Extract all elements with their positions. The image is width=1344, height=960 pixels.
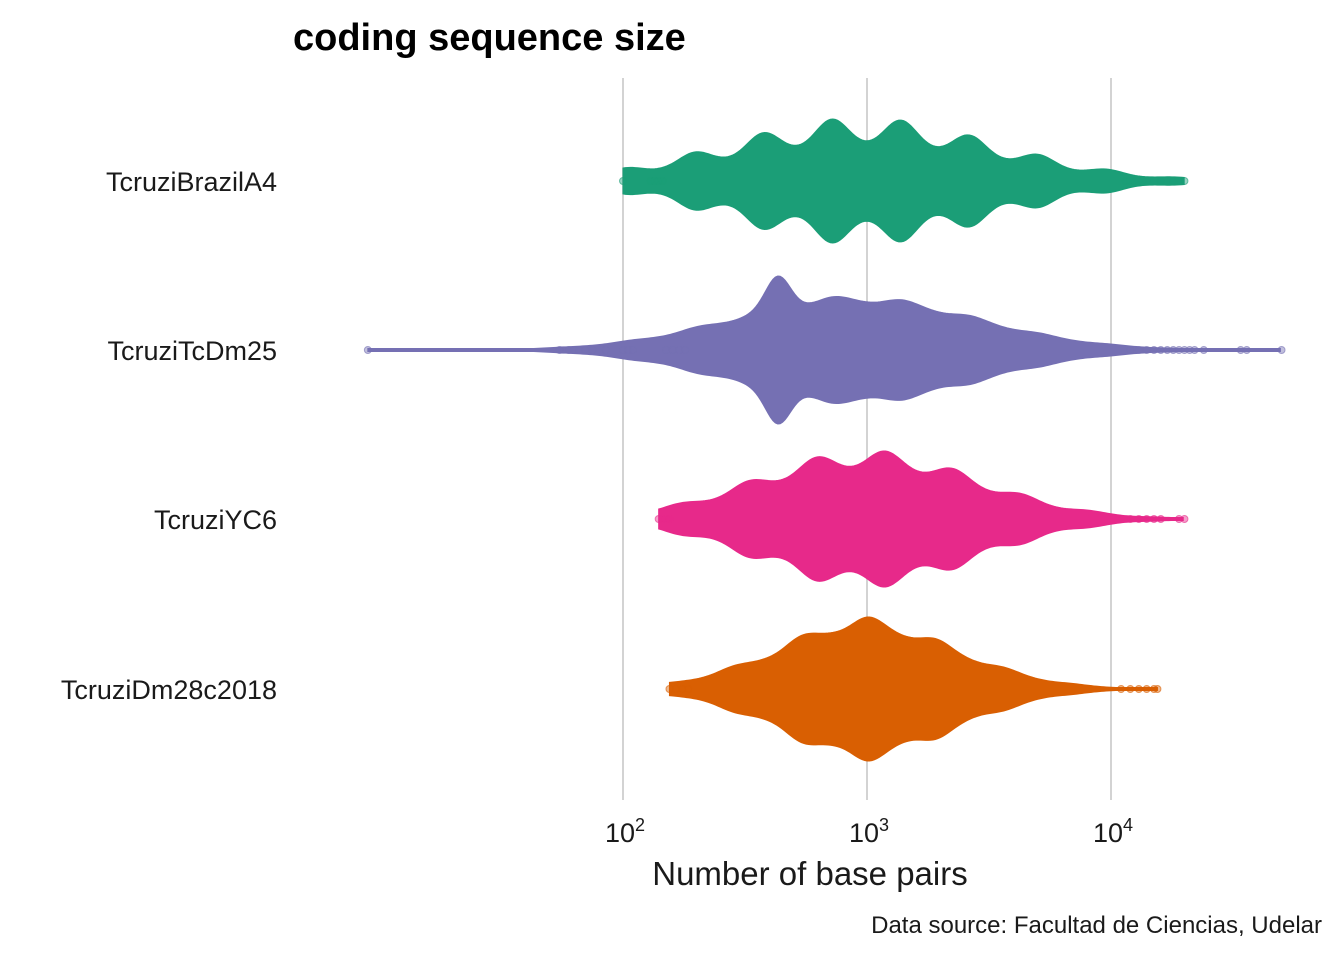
outlier-point [629,346,638,354]
outlier-point [1126,346,1135,354]
violin-TcruziYC6 [658,450,1184,588]
outlier-point [1142,177,1151,185]
outlier-point [1156,346,1165,354]
category-label: TcruziYC6 [154,505,277,535]
outlier-point [601,346,610,354]
outlier-point [588,346,597,354]
outlier-point [1175,515,1184,523]
outlier-point [1169,346,1178,354]
outlier-point [1242,346,1251,354]
x-tick-labels: 102 103 104 [605,815,1133,848]
outlier-point [1236,346,1245,354]
outlier-point [678,685,687,693]
outlier-point [1126,515,1135,523]
outlier-point [1142,346,1151,354]
x-axis-title: Number of base pairs [652,855,967,892]
outlier-point [581,346,590,354]
outlier-point [1134,685,1143,693]
x-tick-label: 104 [1093,815,1133,848]
outlier-point [1190,346,1199,354]
category-label: TcruziDm28c2018 [61,675,277,705]
outlier-point [1126,177,1135,185]
x-tick-label: 103 [849,815,889,848]
outlier-point [672,685,681,693]
outlier-point [1149,515,1158,523]
outlier-point [1169,177,1178,185]
outlier-point [1142,685,1151,693]
outlier-point [665,515,674,523]
category-label: TcruziBrazilA4 [106,167,277,197]
outlier-point [1199,346,1208,354]
violin-TcruziDm28c2018 [668,616,1158,762]
violin-TcruziTcDm25 [367,275,1281,425]
outlier-point [658,177,667,185]
outlier-point [1134,346,1143,354]
outlier-point [1130,177,1139,185]
outlier-point [668,346,677,354]
outlier-point [1277,346,1286,354]
outlier-point [555,346,564,354]
outlier-point [665,685,674,693]
outlier-point [1117,685,1126,693]
outlier-point [1126,685,1135,693]
caption: Data source: Facultad de Ciencias, Udela… [871,912,1322,939]
outlier-point [574,346,583,354]
outlier-point [363,346,372,354]
outlier-point [1156,515,1165,523]
outlier-point [1180,177,1189,185]
x-tick-label: 102 [605,815,645,848]
outlier-point [1149,346,1158,354]
outlier-point [1163,346,1172,354]
category-labels: TcruziBrazilA4 TcruziTcDm25 TcruziYC6 Tcruz… [61,167,277,705]
outlier-point [1175,177,1184,185]
violin-TcruziBrazilA4 [622,118,1185,244]
outlier-point [1156,177,1165,185]
violins [367,118,1281,762]
outlier-point [681,346,690,354]
outlier-point [619,177,627,185]
outlier-point [1180,515,1189,523]
outlier-point [675,346,684,354]
outlier-point [1134,515,1143,523]
outlier-point [1142,515,1151,523]
outlier-point [1175,346,1184,354]
outlier-point [684,685,693,693]
outlier-point [1153,685,1162,693]
outlier-point [661,346,670,354]
category-label: TcruziTcDm25 [107,336,277,366]
outlier-points [363,177,1286,693]
chart-title: coding sequence size [293,17,686,59]
